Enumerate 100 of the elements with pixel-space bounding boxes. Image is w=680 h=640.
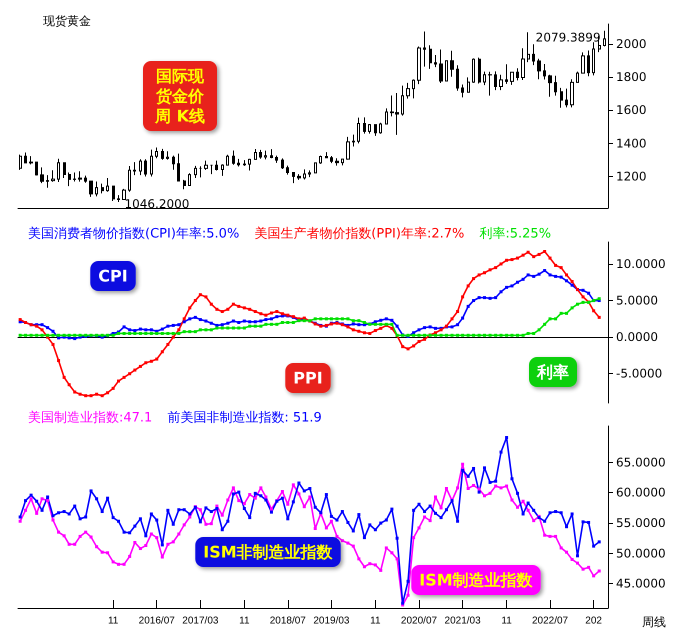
candlestick — [19, 154, 22, 170]
candlestick — [226, 154, 229, 166]
candlestick — [35, 161, 38, 176]
candlestick — [319, 155, 322, 164]
candlestick — [161, 148, 164, 160]
y-tick-label: 65.0000 — [616, 455, 666, 470]
candlestick — [232, 150, 235, 166]
annotation: ISM制造业指数 — [419, 570, 534, 590]
candlestick — [139, 158, 142, 176]
candlestick — [24, 152, 27, 164]
candlestick — [379, 122, 382, 134]
candlestick — [478, 57, 481, 84]
x-tick-label: 11 — [370, 616, 381, 626]
candlestick — [456, 64, 459, 92]
x-tick-label: 2021/03 — [444, 616, 482, 626]
candlestick — [560, 87, 563, 108]
candlestick — [51, 170, 55, 182]
annotation: 2079.3899 — [536, 30, 601, 45]
candlestick — [106, 177, 109, 192]
candlestick — [259, 149, 262, 160]
y-tick-label: 60.0000 — [616, 486, 666, 500]
candlestick — [308, 170, 311, 178]
candlestick — [592, 42, 595, 76]
candlestick — [128, 166, 131, 192]
candlestick — [412, 78, 415, 99]
candlestick — [210, 164, 213, 175]
candlestick — [472, 58, 475, 84]
candlestick — [603, 30, 606, 47]
candlestick — [221, 164, 224, 176]
candlestick — [341, 158, 344, 166]
candlestick — [254, 148, 257, 160]
x-tick-label: 2020/07 — [400, 616, 438, 626]
x-tick-label: 11 — [108, 616, 119, 626]
candlestick — [434, 54, 437, 68]
y-tick-label: 55.0000 — [616, 516, 666, 530]
candlestick — [581, 52, 585, 74]
annotation: CPI — [98, 266, 128, 286]
candlestick — [330, 155, 333, 164]
candlestick — [368, 123, 371, 134]
y-tick-label: 5.0000 — [616, 294, 658, 308]
annotation: 国际现货金价周 K线 — [154, 66, 205, 126]
annotation: ISM非制造业指数 — [203, 542, 334, 562]
candlestick — [374, 124, 377, 136]
candlestick — [548, 74, 552, 98]
candlestick — [297, 174, 301, 180]
text: 周线 — [642, 615, 666, 629]
candlestick — [286, 165, 289, 176]
candlestick — [488, 71, 492, 96]
candlestick — [57, 158, 60, 182]
y-tick-label: 45.0000 — [616, 576, 666, 591]
candlestick — [144, 158, 147, 178]
candlestick — [183, 179, 186, 190]
x-tick-label: 11 — [239, 616, 250, 626]
candlestick — [510, 71, 514, 86]
annotation: 1046.2000 — [124, 197, 190, 211]
y-tick-label: 10.0000 — [616, 256, 666, 271]
candlestick — [423, 30, 426, 68]
candlestick — [248, 158, 251, 172]
candlestick — [46, 174, 49, 188]
candlestick — [483, 71, 486, 86]
candlestick — [450, 50, 454, 78]
y-tick-label: 1600 — [616, 103, 647, 118]
candlestick — [122, 188, 126, 200]
candlestick — [177, 153, 180, 182]
candlestick — [494, 70, 497, 91]
candlestick — [325, 152, 328, 159]
y-tick-label: 1400 — [616, 136, 647, 150]
text: 前美国非制造业指数: 51.9 — [167, 410, 322, 426]
candlestick — [84, 175, 87, 184]
candlestick — [499, 74, 503, 91]
candlestick — [467, 76, 470, 94]
y-tick-label: 1200 — [616, 170, 647, 184]
candlestick — [554, 75, 557, 96]
candlestick — [521, 48, 525, 81]
candlestick — [281, 158, 284, 170]
candlestick — [275, 155, 278, 164]
candlestick — [68, 172, 71, 187]
candlestick — [335, 158, 339, 166]
candlestick — [346, 136, 350, 160]
candlestick — [194, 165, 197, 178]
candlestick — [527, 32, 530, 63]
text: 美国制造业指数:47.1 — [28, 410, 152, 426]
candlestick — [505, 64, 508, 84]
candlestick — [270, 148, 273, 159]
candlestick — [303, 168, 306, 180]
candlestick — [155, 146, 158, 159]
annotation: 利率 — [536, 362, 569, 382]
x-tick-label: 202 — [585, 616, 602, 626]
candlestick — [565, 88, 568, 108]
candlestick — [461, 84, 464, 98]
text: 美国生产者物价指数(PPI)年率:2.7% — [254, 226, 464, 242]
candlestick — [215, 160, 218, 172]
candlestick — [172, 155, 175, 170]
annotation: PPI — [293, 368, 323, 388]
candlestick — [363, 116, 366, 134]
candlestick — [133, 162, 136, 176]
candlestick — [264, 150, 267, 160]
candlestick — [166, 150, 169, 160]
y-tick-label: 1800 — [616, 70, 647, 84]
candlestick — [570, 78, 574, 108]
